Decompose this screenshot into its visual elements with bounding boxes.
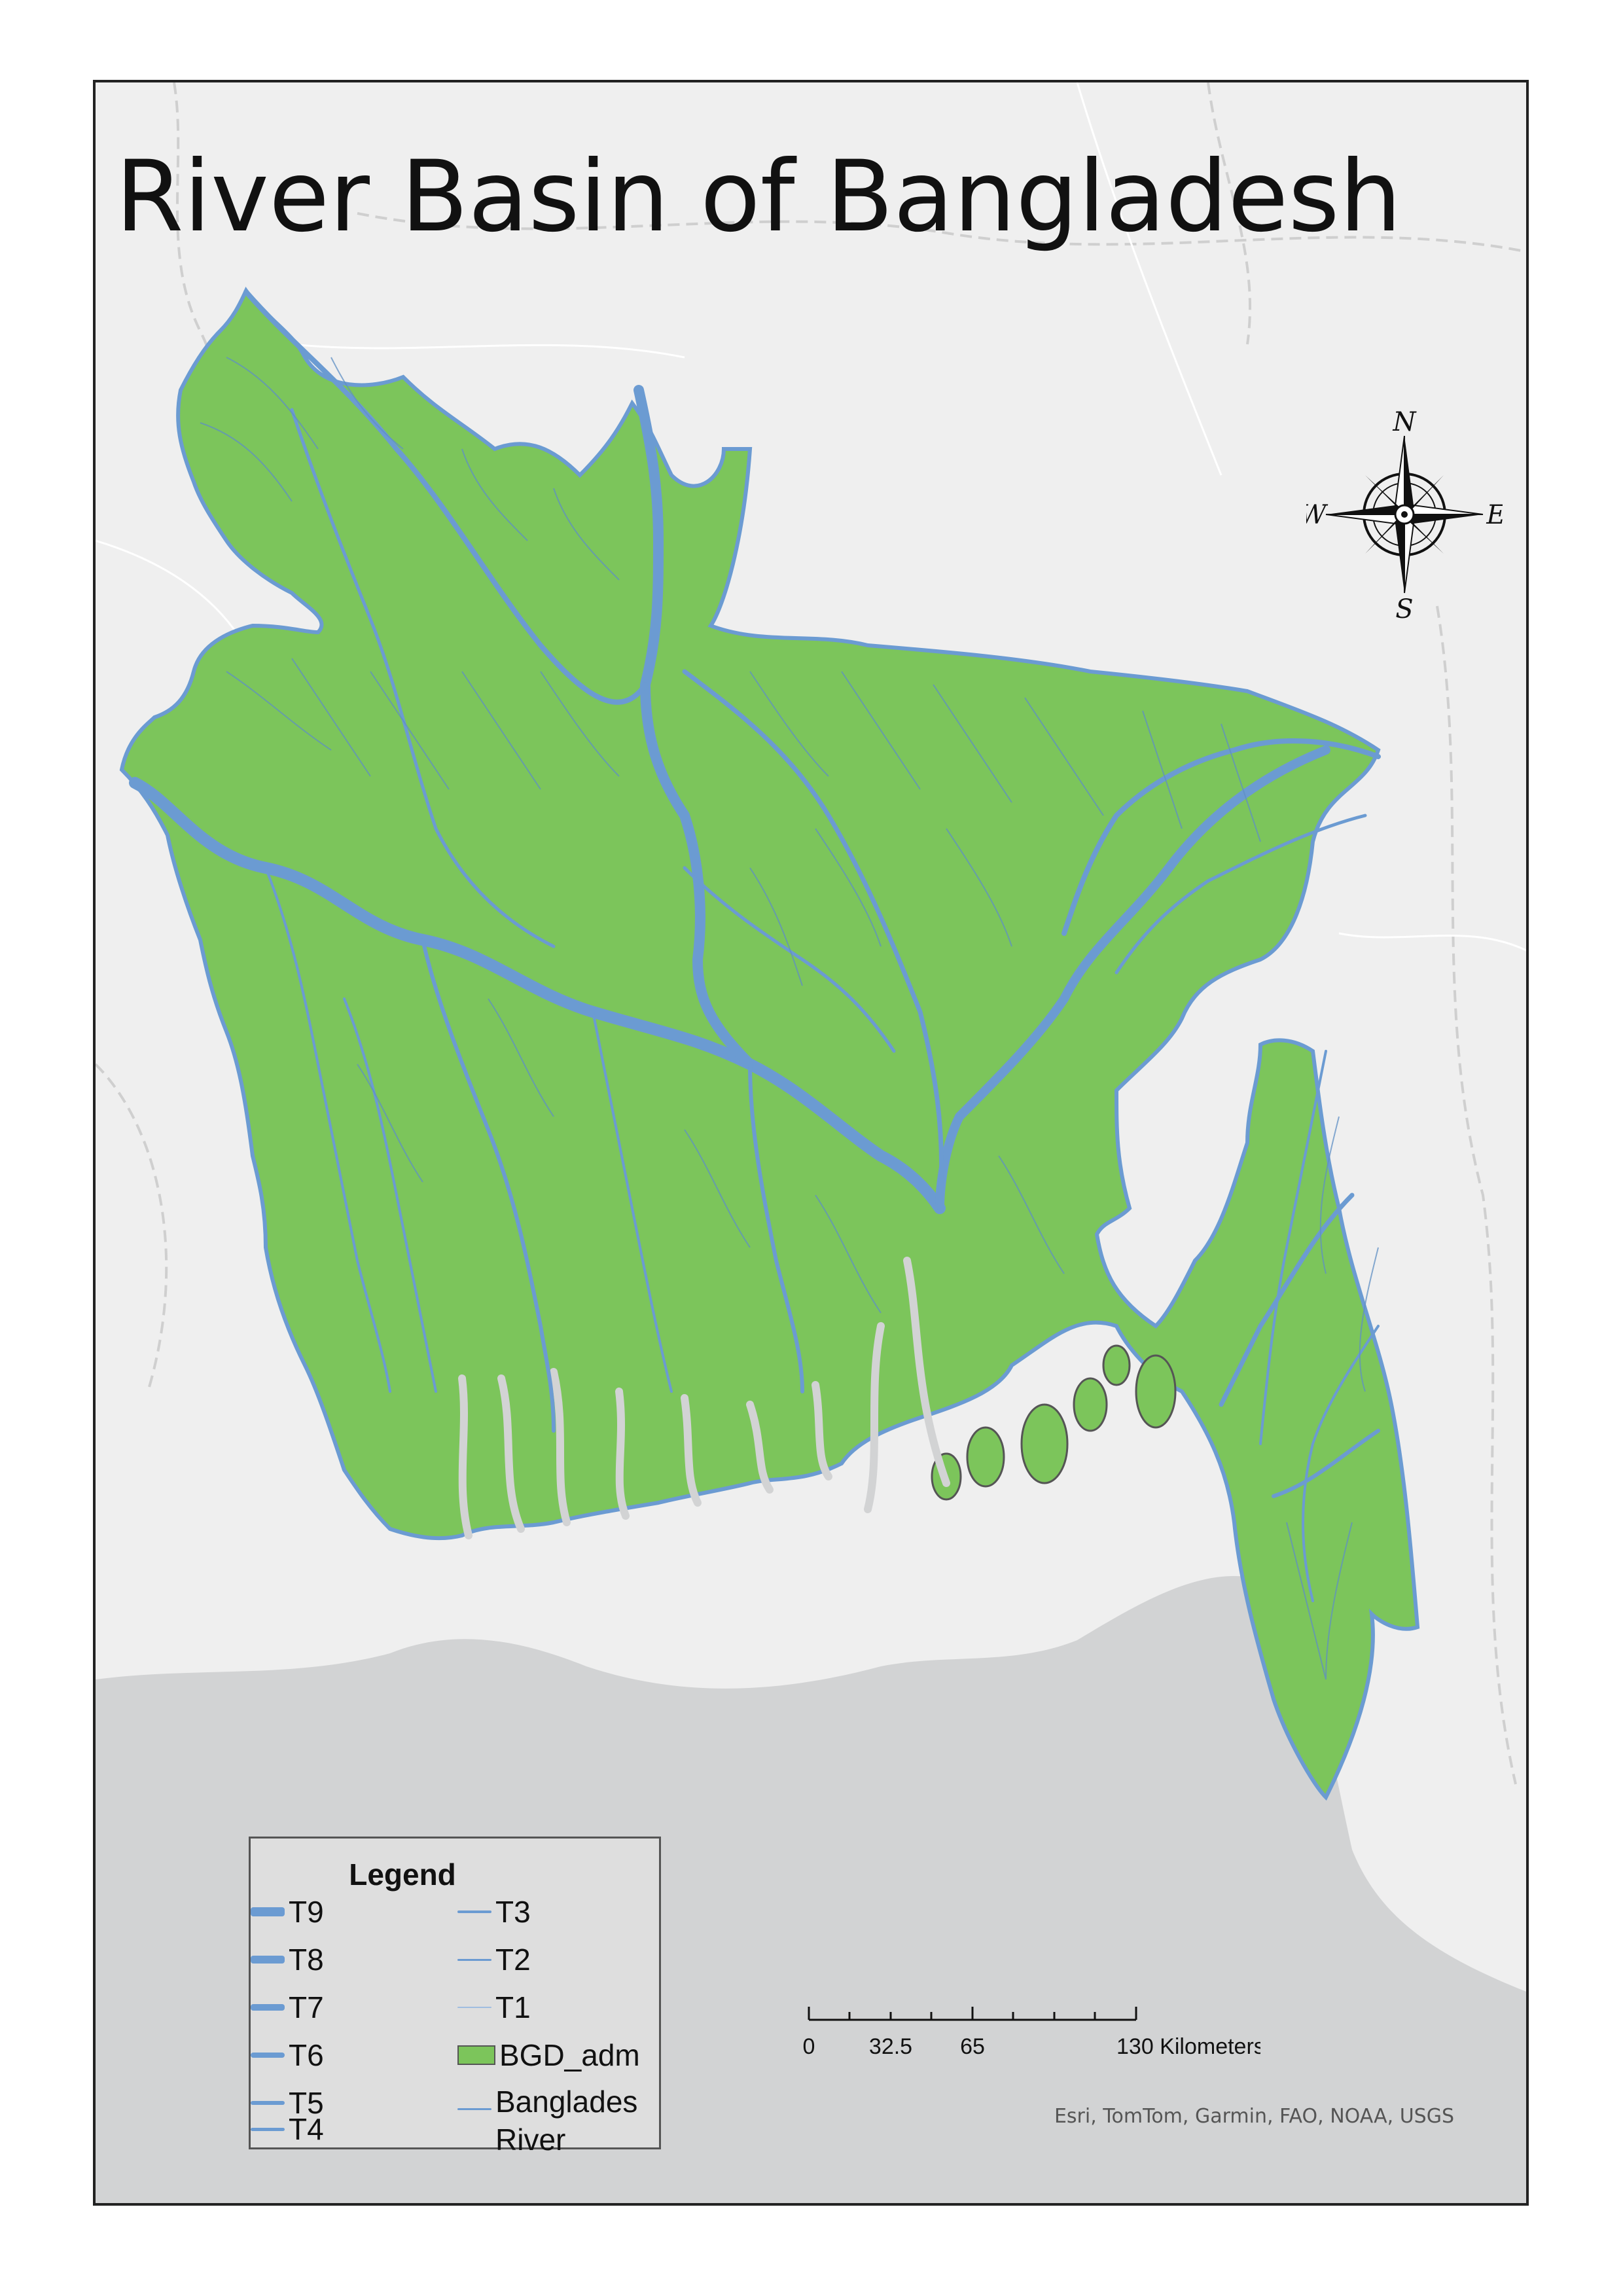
scale-label-1: 32.5 bbox=[869, 2034, 912, 2059]
legend-item-t6: T6 bbox=[251, 2036, 324, 2075]
river-network bbox=[129, 289, 1381, 1602]
north-arrow: N S E W bbox=[1306, 407, 1503, 624]
river-dhaleshwari bbox=[683, 866, 896, 1053]
coastal-islands bbox=[931, 1344, 1177, 1501]
east-label: E bbox=[1486, 500, 1503, 530]
legend-label-t5: T5 bbox=[289, 2086, 324, 2120]
scale-label-3: 130 Kilometers bbox=[1116, 2034, 1260, 2059]
legend-item-t1: T1 bbox=[457, 1988, 531, 2027]
legend-item-t2: T2 bbox=[457, 1940, 531, 1979]
legend-label-t6: T6 bbox=[289, 2038, 324, 2072]
river-kobadak bbox=[343, 997, 437, 1393]
scale-label-0: 0 bbox=[803, 2034, 815, 2059]
neighbour-boundaries bbox=[96, 82, 1526, 1785]
river-madhumati bbox=[592, 1011, 673, 1393]
river-matamuhuri bbox=[1302, 1325, 1380, 1602]
legend-item-bgd-adm: BGD_adm bbox=[457, 2036, 640, 2075]
bangladesh-landmass bbox=[119, 287, 1420, 1801]
north-label: N bbox=[1393, 407, 1418, 437]
river-jamuna bbox=[633, 385, 755, 1069]
legend-line-t6 bbox=[251, 2053, 285, 2058]
legend-label-bgd-adm: BGD_adm bbox=[499, 2038, 640, 2072]
west-label: W bbox=[1306, 500, 1328, 530]
river-sangu bbox=[1272, 1429, 1380, 1498]
legend-item-t4: T4 bbox=[251, 2109, 324, 2149]
legend-label-t8: T8 bbox=[289, 1943, 324, 1977]
legend-line-t8 bbox=[251, 1956, 285, 1964]
legend-label-river: Banglades River bbox=[495, 2085, 638, 2157]
estuary-channels bbox=[458, 1257, 950, 1539]
legend-swatch-bgd-adm bbox=[457, 2045, 495, 2065]
legend-item-t3: T3 bbox=[457, 1892, 531, 1931]
legend-label-t9: T9 bbox=[289, 1895, 324, 1929]
legend-item-t9: T9 bbox=[251, 1892, 324, 1931]
river-atrai bbox=[290, 408, 556, 948]
legend-line-t3 bbox=[457, 1910, 491, 1913]
legend-item-t7: T7 bbox=[251, 1988, 324, 2027]
legend-line-river bbox=[457, 2108, 491, 2110]
attribution: Esri, TomTom, Garmin, FAO, NOAA, USGS bbox=[1054, 2105, 1454, 2128]
river-teesta bbox=[243, 289, 648, 705]
legend-line-t1 bbox=[457, 2007, 491, 2008]
scale-bar: 0 32.5 65 130 Kilometers bbox=[803, 2007, 1260, 2059]
river-kushiyara bbox=[1115, 814, 1367, 975]
scale-label-2: 65 bbox=[960, 2034, 985, 2059]
river-gorai bbox=[421, 938, 556, 1433]
legend-item-river: Banglades River bbox=[457, 2083, 652, 2157]
minor-streams bbox=[200, 357, 1379, 1680]
river-chittagong-hill bbox=[1259, 1050, 1327, 1445]
river-surma bbox=[1061, 738, 1381, 936]
river-mathabhanga bbox=[264, 867, 391, 1393]
legend-line-t7 bbox=[251, 2004, 285, 2011]
legend-item-t5: T5 bbox=[251, 2083, 324, 2123]
legend: Legend T9 T8 T7 T6 T5 T4 T3 T2 T1 BGD_ad… bbox=[249, 1837, 661, 2157]
legend-line-t5 bbox=[251, 2101, 285, 2105]
legend-label-t7: T7 bbox=[289, 1990, 324, 2024]
river-meghna bbox=[935, 745, 1330, 1213]
river-karnaphuli bbox=[1219, 1193, 1355, 1407]
legend-label-t1: T1 bbox=[495, 1990, 531, 2024]
south-label: S bbox=[1395, 594, 1413, 624]
map-title: River Basin of Bangladesh bbox=[115, 140, 1402, 254]
legend-line-t2 bbox=[457, 1958, 491, 1961]
river-arial-khan bbox=[748, 1062, 804, 1393]
compass-rose-icon: N S E W bbox=[1306, 407, 1503, 624]
legend-line-t4 bbox=[251, 2127, 285, 2131]
legend-title: Legend bbox=[349, 1857, 456, 1892]
legend-line-t9 bbox=[251, 1907, 285, 1916]
legend-item-t8: T8 bbox=[251, 1940, 324, 1979]
legend-label-t3: T3 bbox=[495, 1895, 531, 1929]
legend-label-t2: T2 bbox=[495, 1943, 531, 1977]
river-old-brahmaputra bbox=[682, 669, 944, 1211]
legend-label-t4: T4 bbox=[289, 2112, 324, 2146]
